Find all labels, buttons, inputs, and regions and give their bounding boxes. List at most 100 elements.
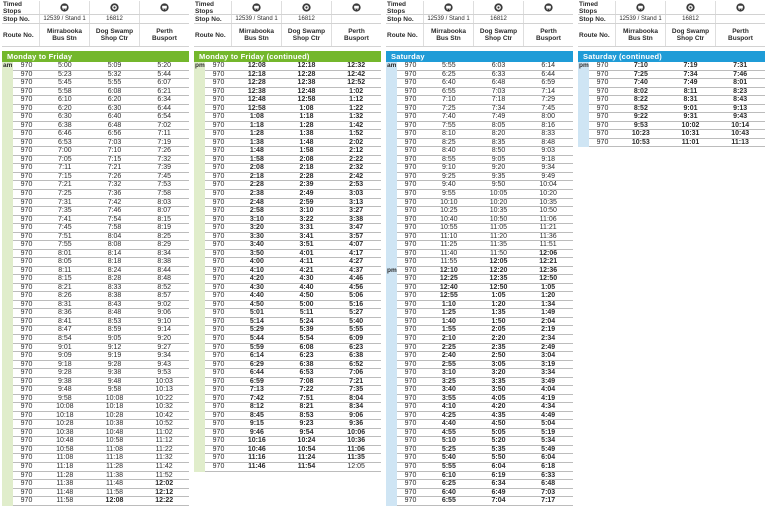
time-cell: 8:02 bbox=[633, 87, 648, 95]
route-number: 970 bbox=[212, 360, 225, 368]
time-cell: 2:08 bbox=[299, 155, 314, 163]
time-cell: 6:55 bbox=[442, 87, 456, 95]
row-cells: 970 1:55 2:05 2:19 bbox=[397, 326, 573, 335]
time-cell: 10:48 bbox=[56, 437, 74, 445]
time-cell: 2:08 bbox=[249, 164, 264, 172]
period-label bbox=[194, 411, 205, 421]
time-cell: 6:18 bbox=[541, 462, 556, 470]
time-cell: 12:38 bbox=[247, 87, 266, 95]
time-cell: 1:08 bbox=[249, 113, 264, 121]
time-cell: 4:11 bbox=[299, 258, 314, 266]
row-cells: 970 10:16 10:24 10:36 bbox=[205, 437, 381, 446]
bus-icon bbox=[60, 3, 69, 12]
row-cells: 970 5:14 5:24 5:40 bbox=[205, 318, 381, 327]
bus-icon bbox=[352, 3, 361, 12]
timetable-row: 970 1:38 1:48 2:02 bbox=[194, 138, 381, 148]
time-cell: 7:45 bbox=[157, 172, 171, 180]
time-cell: 7:34 bbox=[491, 104, 506, 112]
timetable-row: 970 10:40 10:50 11:06 bbox=[386, 215, 573, 225]
time-cell: 7:21 bbox=[58, 181, 72, 189]
route-number: 970 bbox=[404, 309, 417, 317]
route-number: 970 bbox=[212, 411, 225, 419]
period-label bbox=[194, 164, 205, 173]
time-cell: 4:46 bbox=[349, 275, 364, 283]
route-no-row: Route No. Mirrabooka Bus Stn Dog Swamp Sh… bbox=[578, 24, 765, 47]
timetable-row: 970 12:25 12:35 12:50 bbox=[386, 275, 573, 284]
route-number: 970 bbox=[20, 283, 33, 291]
time-cell: 8:04 bbox=[349, 394, 364, 402]
time-cell: 8:24 bbox=[107, 266, 122, 274]
row-cells: 970 11:18 11:28 11:42 bbox=[13, 463, 189, 472]
route-number: 970 bbox=[20, 249, 33, 257]
time-cell: 12:38 bbox=[297, 79, 316, 87]
time-cell: 2:49 bbox=[299, 189, 314, 197]
row-cells: 970 2:18 2:28 2:42 bbox=[205, 173, 381, 182]
route-number: 970 bbox=[212, 87, 225, 95]
bus-icon bbox=[736, 3, 745, 12]
period-label bbox=[194, 70, 205, 80]
period-label bbox=[194, 462, 205, 472]
time-cell: 3:13 bbox=[349, 198, 364, 206]
period-label bbox=[2, 309, 13, 318]
route-number: 970 bbox=[212, 283, 225, 291]
time-cell: 3:35 bbox=[491, 377, 506, 385]
period-label bbox=[2, 445, 13, 455]
time-cell: 11:10 bbox=[440, 232, 458, 240]
time-cell: 1:08 bbox=[299, 104, 314, 112]
time-cell: 4:34 bbox=[541, 403, 556, 411]
period-label bbox=[2, 283, 13, 293]
route-number: 970 bbox=[404, 394, 417, 402]
row-cells: 970 1:08 1:18 1:32 bbox=[205, 113, 381, 122]
row-cells: 970 8:26 8:38 8:57 bbox=[13, 292, 189, 301]
time-cell: 12:35 bbox=[489, 275, 508, 283]
stop-name: Mirrabooka Bus Stn bbox=[615, 24, 665, 46]
time-cell: 11:48 bbox=[106, 480, 123, 488]
time-cell: 7:25 bbox=[58, 189, 72, 197]
stop-icon-cell bbox=[139, 1, 189, 14]
time-cell: 4:49 bbox=[541, 411, 556, 419]
stop-name: Mirrabooka Bus Stn bbox=[423, 24, 473, 46]
period-label bbox=[2, 155, 13, 165]
time-cell: 6:48 bbox=[107, 121, 122, 129]
time-cell: 7:55 bbox=[58, 241, 72, 249]
route-number: 970 bbox=[404, 181, 417, 189]
time-cell: 7:11 bbox=[157, 130, 171, 138]
time-cell: 11:02 bbox=[155, 428, 173, 436]
time-cell: 5:40 bbox=[441, 454, 456, 462]
stop-number: 12539 / Stand 1 bbox=[423, 15, 473, 23]
row-cells: 970 9:55 10:05 10:20 bbox=[397, 190, 573, 199]
route-number: 970 bbox=[404, 164, 417, 172]
row-cells: 970 1:58 2:08 2:22 bbox=[205, 156, 381, 165]
time-cell: 8:22 bbox=[633, 96, 648, 104]
row-cells: 970 12:08 12:18 12:32 bbox=[205, 62, 381, 71]
row-cells: 970 9:53 10:02 10:14 bbox=[589, 122, 765, 131]
time-cell: 5:06 bbox=[349, 292, 364, 300]
circled-dot-icon bbox=[494, 3, 503, 12]
stop-icon-cell bbox=[39, 1, 89, 14]
timetable-row: 970 8:54 9:05 9:20 bbox=[2, 335, 189, 344]
period-label bbox=[386, 386, 397, 395]
time-cell: 3:10 bbox=[441, 369, 456, 377]
timetable-row: 970 1:40 1:50 2:04 bbox=[386, 317, 573, 327]
route-number: 970 bbox=[212, 241, 225, 249]
stop-icon-cell bbox=[231, 1, 281, 14]
time-cell: 9:27 bbox=[157, 343, 171, 351]
time-cell: 7:45 bbox=[541, 104, 555, 112]
period-label bbox=[2, 198, 13, 208]
stop-name-text: Mirrabooka Bus Stn bbox=[430, 27, 467, 42]
timetable-row: 970 4:40 4:50 5:06 bbox=[194, 292, 381, 301]
time-cell: 8:26 bbox=[58, 292, 72, 300]
period-label bbox=[194, 437, 205, 446]
timetable-row: 970 3:10 3:20 3:34 bbox=[386, 369, 573, 378]
period-label bbox=[194, 215, 205, 225]
time-cell: 5:05 bbox=[491, 428, 506, 436]
timetable-row: 970 9:10 9:20 9:34 bbox=[386, 164, 573, 173]
timetable-row: 970 3:30 3:41 3:57 bbox=[194, 232, 381, 242]
row-cells: 970 5:44 5:54 6:09 bbox=[205, 335, 381, 344]
row-cells: 970 3:25 3:35 3:49 bbox=[397, 378, 573, 387]
time-cell: 8:11 bbox=[58, 266, 72, 274]
route-number: 970 bbox=[596, 121, 609, 129]
stop-number: 12539 / Stand 1 bbox=[615, 15, 665, 23]
route-number: 970 bbox=[20, 224, 33, 232]
timetable-row: 970 7:55 8:05 8:16 bbox=[386, 121, 573, 131]
